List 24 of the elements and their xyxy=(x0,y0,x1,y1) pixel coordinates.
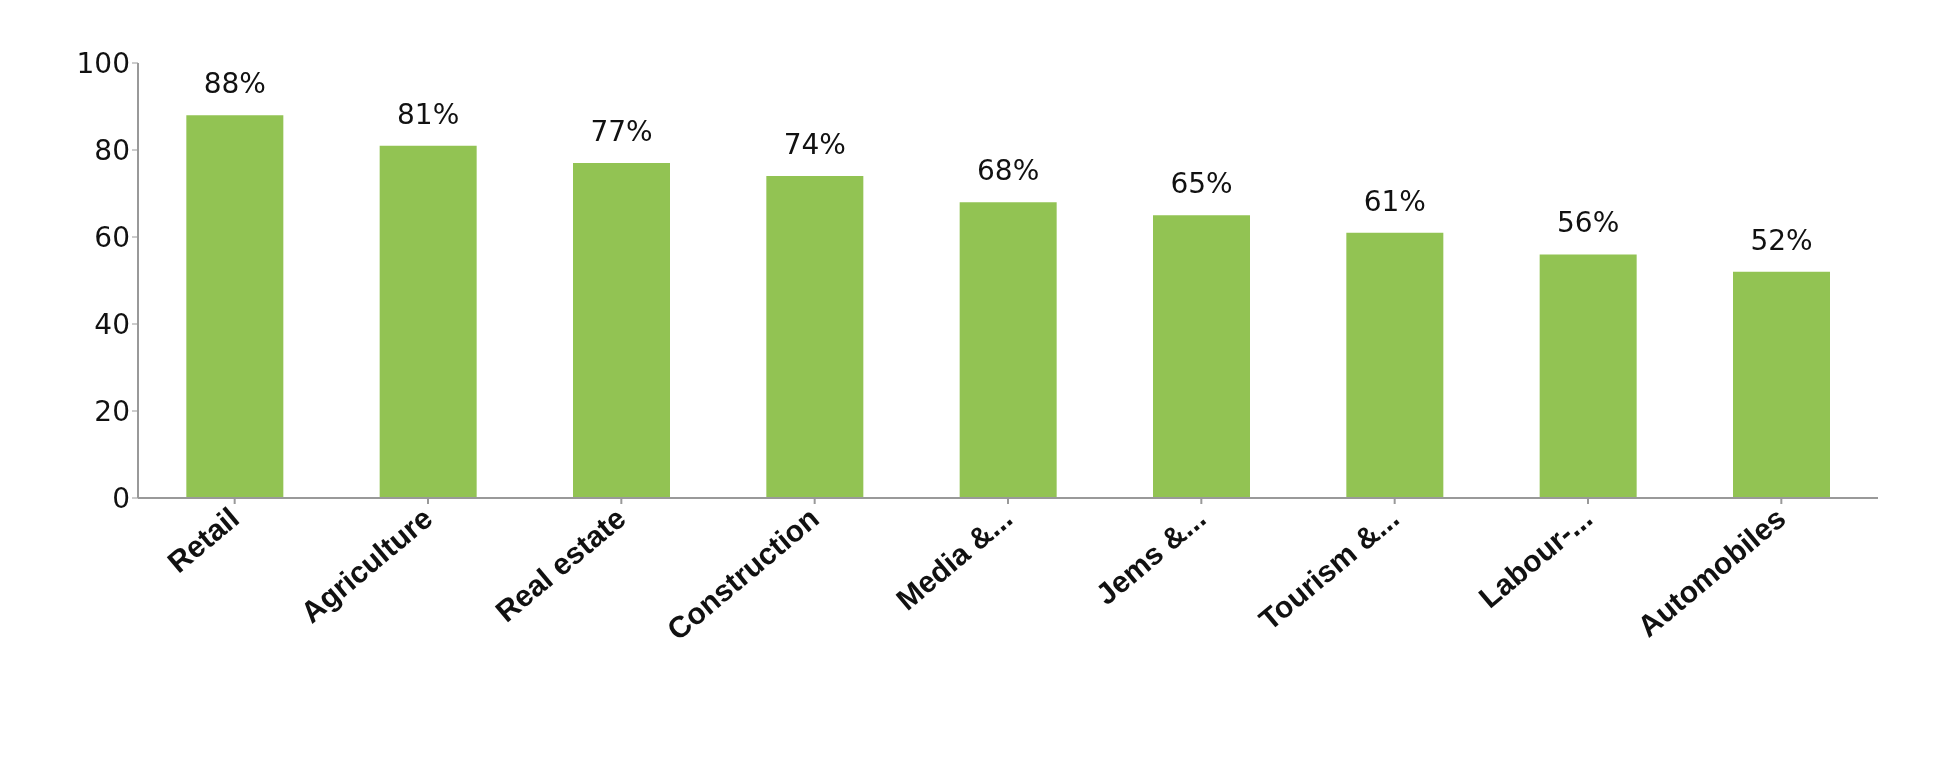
y-tick-label: 100 xyxy=(76,46,130,80)
y-tick-label: 20 xyxy=(94,394,130,428)
bar xyxy=(766,176,864,498)
y-tick-label: 40 xyxy=(94,307,130,341)
data-label: 52% xyxy=(1750,223,1813,257)
bar xyxy=(1153,215,1250,498)
data-label: 88% xyxy=(203,67,266,101)
bar xyxy=(1733,271,1830,498)
bar xyxy=(573,163,670,498)
bar xyxy=(1539,254,1637,498)
data-label: 56% xyxy=(1557,206,1620,240)
data-label: 68% xyxy=(977,154,1040,188)
data-label: 81% xyxy=(397,97,460,131)
bar xyxy=(959,202,1057,498)
data-label: 61% xyxy=(1363,184,1426,218)
y-tick-label: 60 xyxy=(94,220,130,254)
bar xyxy=(1346,232,1444,498)
bar xyxy=(379,145,477,498)
y-tick-label: 80 xyxy=(94,133,130,167)
data-label: 65% xyxy=(1170,167,1233,201)
data-label: 74% xyxy=(783,128,846,162)
data-label: 77% xyxy=(590,115,653,149)
y-tick-label: 0 xyxy=(112,481,130,515)
bar xyxy=(186,115,284,498)
